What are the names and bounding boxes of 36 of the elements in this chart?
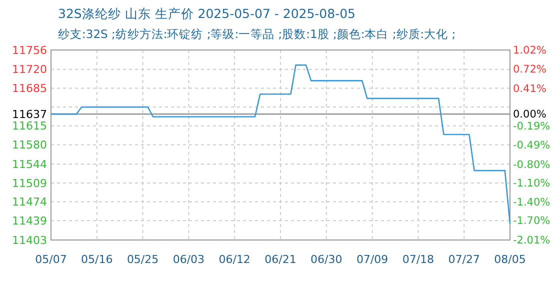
chart-title: 32S涤纶纱 山东 生产价 2025-05-07 - 2025-08-05 <box>58 6 356 21</box>
x-tick-label: 06/30 <box>310 253 342 266</box>
y-tick-label: 11544 <box>12 158 47 171</box>
y2-tick-label: 1.02% <box>513 44 546 57</box>
y-tick-label: 11474 <box>12 196 47 209</box>
y-tick-label: 11685 <box>12 82 47 96</box>
chart-subtitle: 纱支:32S ;纺纱方法:环锭纺 ;等级:一等品 ;股数:1股 ;颜色:本白 ;纱质:大化 ; <box>58 27 456 41</box>
y2-tick-label: -1.10% <box>513 178 550 190</box>
y2-tick-label: -2.01% <box>513 234 550 247</box>
y2-tick-label: -0.80% <box>513 158 550 171</box>
y2-tick-label: -0.19% <box>513 120 550 133</box>
x-tick-label: 07/09 <box>356 253 388 266</box>
y2-tick-label: -1.40% <box>513 196 550 208</box>
y-tick-label: 11615 <box>12 120 47 133</box>
x-tick-label: 06/21 <box>264 253 296 266</box>
x-tick-label: 05/25 <box>126 253 159 266</box>
x-tick-label: 07/27 <box>448 253 480 266</box>
x-tick-label: 06/12 <box>218 253 250 266</box>
y2-tick-label: -0.49% <box>513 139 550 152</box>
x-tick-label: 05/07 <box>35 253 67 266</box>
x-tick-label: 08/05 <box>494 253 526 266</box>
y-tick-label: 11720 <box>12 63 47 76</box>
x-tick-label: 06/03 <box>172 253 205 266</box>
y2-tick-label: 0.72% <box>513 63 546 76</box>
y-tick-label: 11403 <box>12 234 47 247</box>
y2-tick-label: 0.00% <box>513 108 546 121</box>
ref-line-label: 11637 <box>12 108 47 121</box>
x-tick-label: 05/16 <box>81 253 113 266</box>
y-tick-label: 11439 <box>12 214 47 228</box>
y2-tick-label: 0.41% <box>513 82 546 95</box>
line-series <box>50 64 511 225</box>
x-tick-label: 07/18 <box>402 253 434 266</box>
y2-tick-label: -1.70% <box>513 215 550 228</box>
y-tick-label: 11509 <box>12 176 47 190</box>
y-tick-label: 11756 <box>12 44 47 57</box>
y-tick-label: 11580 <box>12 138 47 152</box>
